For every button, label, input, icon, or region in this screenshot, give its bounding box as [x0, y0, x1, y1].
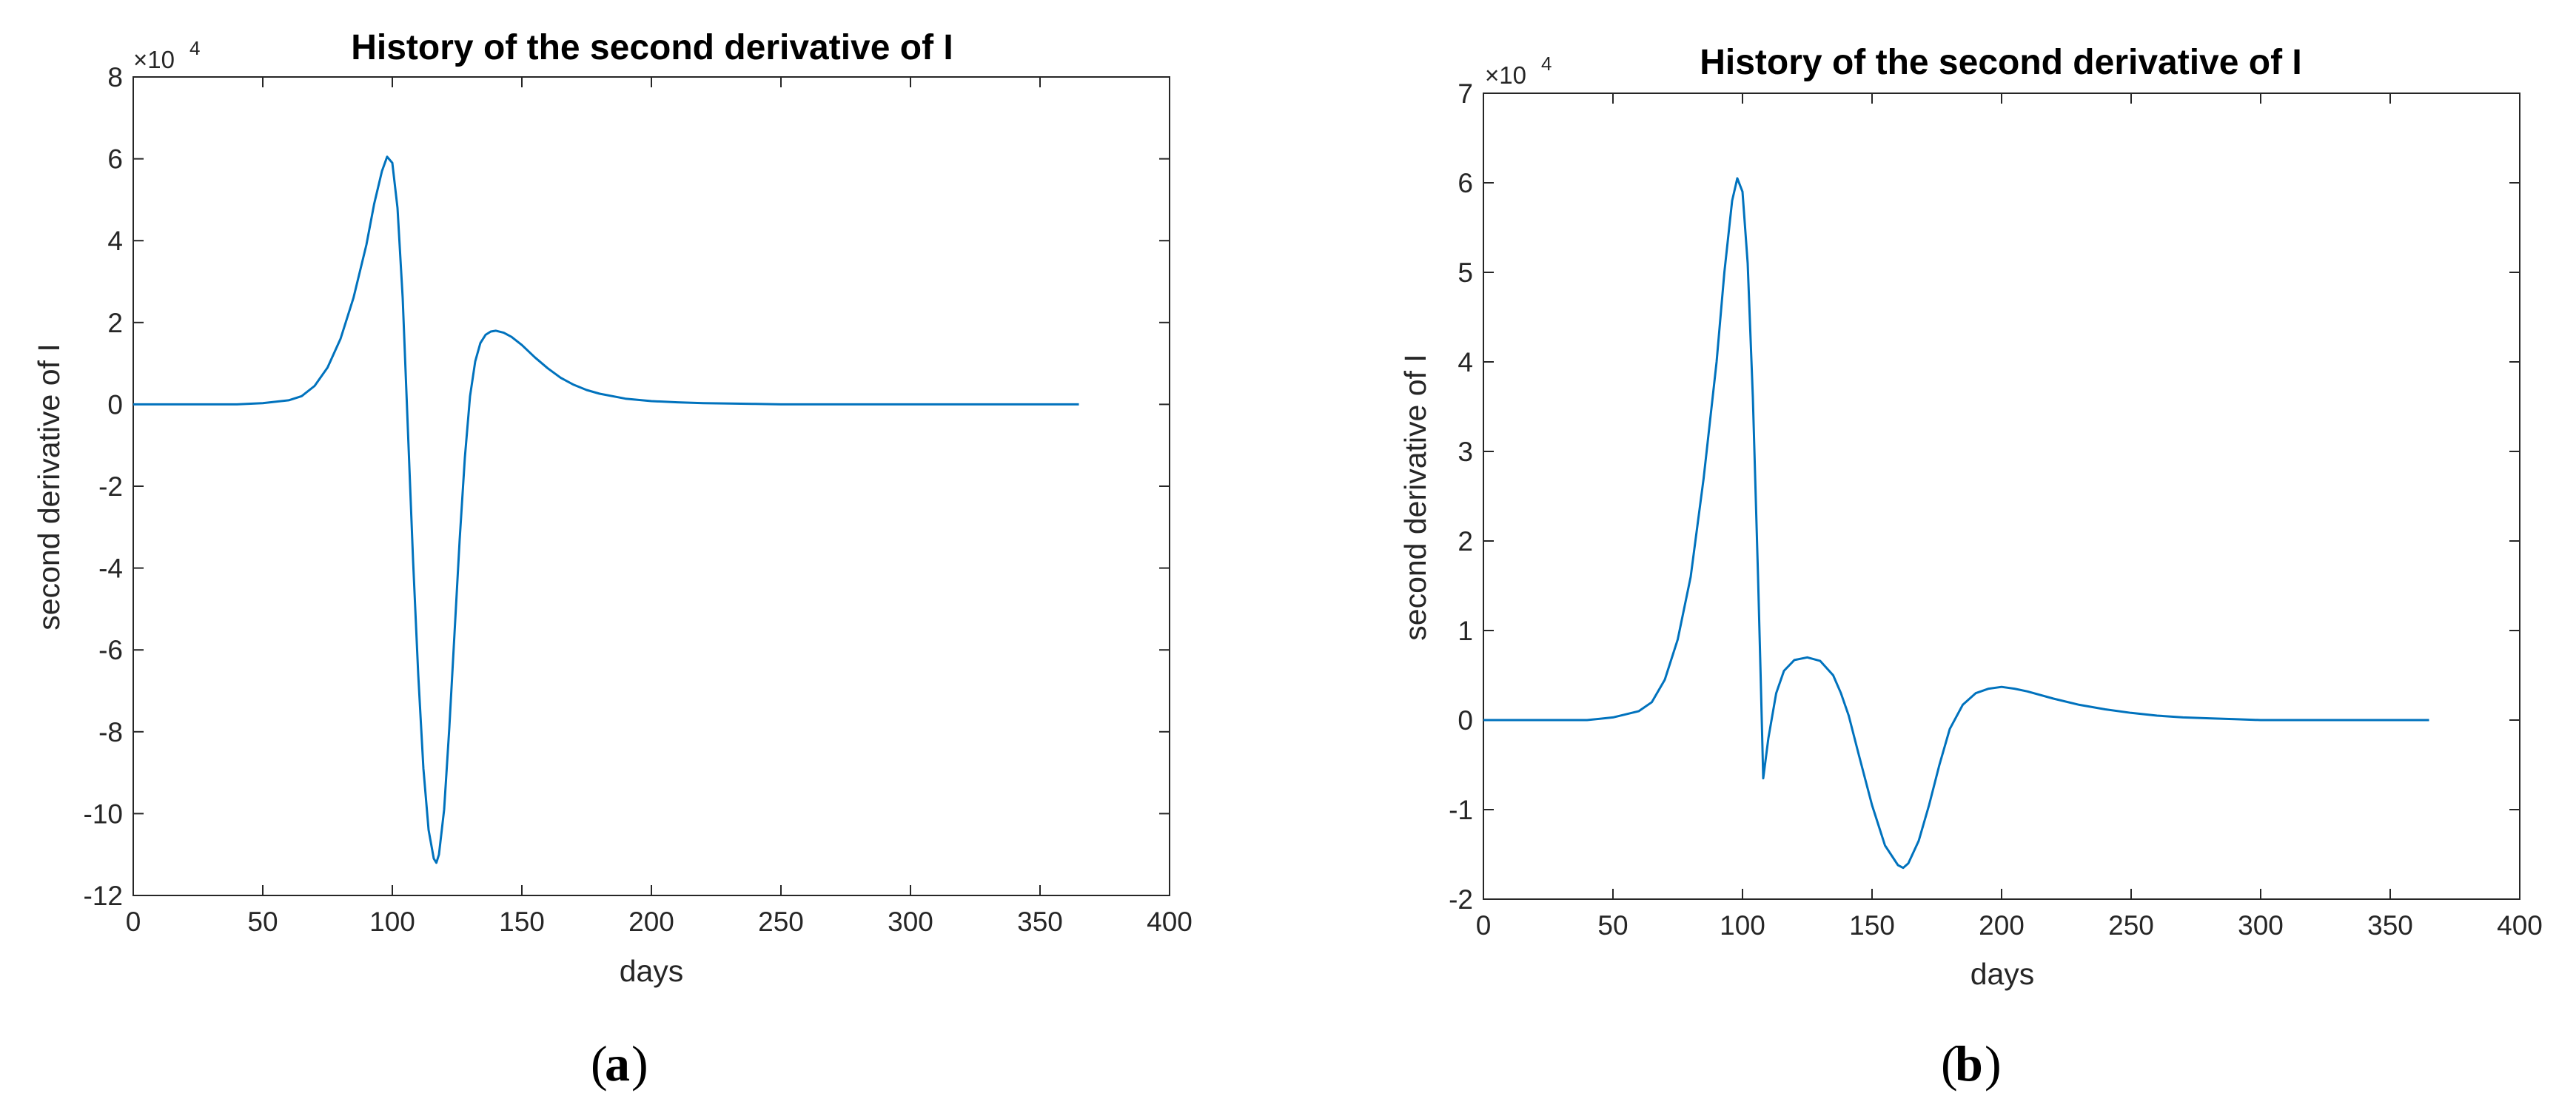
chart-b-y-label: second derivative of I: [1398, 354, 1432, 640]
chart-panel-a: History of the second derivative of I ×1…: [32, 28, 1193, 1092]
chart-a-x-tick-label: 50: [247, 907, 278, 937]
chart-a-y-tick-label: 6: [107, 144, 123, 175]
chart-a-y-tick-label: -12: [84, 881, 123, 911]
chart-b-y-tick-label: 4: [1458, 347, 1473, 377]
chart-b-x-tick-label: 50: [1597, 910, 1628, 941]
chart-b-title: History of the second derivative of I: [1700, 43, 2302, 82]
chart-b-x-tick-label: 0: [1476, 910, 1492, 941]
chart-a-y-exponent-power: 4: [189, 37, 200, 59]
chart-b-panel-label: ( b ): [1941, 1035, 2002, 1092]
chart-b-y-tick-label: 6: [1458, 168, 1473, 198]
chart-panel-b: History of the second derivative of I ×1…: [1398, 43, 2543, 1092]
chart-a-panel-open: (: [591, 1035, 608, 1092]
chart-a-y-exponent-base: ×10: [133, 46, 175, 73]
chart-b-y-exponent-power: 4: [1541, 53, 1552, 75]
chart-b-y-tick-label: 0: [1458, 705, 1473, 736]
chart-b-y-exponent-base: ×10: [1485, 61, 1526, 89]
chart-b-x-tick-label: 300: [2238, 910, 2284, 941]
chart-b-y-tick-label: -2: [1449, 884, 1473, 915]
chart-b-x-label: days: [1970, 957, 2035, 991]
chart-a-x-tick-label: 400: [1147, 907, 1193, 937]
chart-a-series-line: [133, 155, 1079, 864]
chart-a-panel-letter: a: [605, 1035, 630, 1092]
chart-b-y-tick-label: 3: [1458, 437, 1473, 467]
chart-b-panel-open: (: [1941, 1035, 1958, 1092]
chart-b-y-exponent: ×10 4: [1485, 53, 1552, 89]
chart-a-panel-label: ( a ): [591, 1035, 648, 1092]
chart-b-x-tick-label: 250: [2108, 910, 2154, 941]
chart-a-x-tick-label: 250: [758, 907, 804, 937]
chart-b-y-tick-label: 1: [1458, 616, 1473, 646]
chart-a-title: History of the second derivative of I: [351, 28, 953, 67]
chart-a-x-tick-label: 0: [126, 907, 141, 937]
chart-b-x-tick-label: 150: [1849, 910, 1895, 941]
chart-a-x-tick-label: 150: [499, 907, 545, 937]
chart-b-series-line: [1483, 177, 2429, 870]
chart-a-x-tick-label: 200: [628, 907, 674, 937]
chart-a-x-tick-label: 350: [1017, 907, 1063, 937]
chart-a-y-tick-label: -6: [98, 635, 123, 665]
chart-b-y-tick-label: 2: [1458, 526, 1473, 557]
chart-a-y-tick-label: -10: [84, 799, 123, 829]
chart-b-y-tick-label: 7: [1458, 78, 1473, 109]
chart-a-y-tick-label: -8: [98, 717, 123, 747]
chart-b-x-tick-label: 100: [1720, 910, 1765, 941]
chart-a-x-label: days: [620, 954, 684, 988]
chart-a-panel-close: ): [631, 1035, 648, 1092]
chart-a-y-tick-label: 4: [107, 226, 123, 256]
chart-b-panel-letter: b: [1955, 1035, 1983, 1092]
chart-a-y-tick-label: 0: [107, 389, 123, 420]
chart-b-y-tick-label: -1: [1449, 795, 1473, 825]
chart-b-x-tick-label: 400: [2497, 910, 2543, 941]
chart-a-y-label: second derivative of I: [32, 343, 66, 630]
chart-b-panel-close: ): [1985, 1035, 2002, 1092]
chart-b-y-tick-label: 5: [1458, 258, 1473, 288]
chart-a-x-tick-label: 300: [888, 907, 933, 937]
chart-a-y-tick-label: 2: [107, 308, 123, 338]
chart-b-x-tick-label: 200: [1979, 910, 2025, 941]
chart-a-y-tick-label: 8: [107, 62, 123, 93]
chart-b-x-tick-label: 350: [2367, 910, 2413, 941]
chart-a-x-tick-label: 100: [369, 907, 415, 937]
chart-a-y-exponent: ×10 4: [133, 37, 200, 73]
chart-a-y-tick-label: -4: [98, 554, 123, 584]
chart-a-ticks: 0 50 100 150 200 250 300 350 400 -12 -10 -8 -6 -4 -2 0 2…: [84, 62, 1193, 937]
chart-a-y-tick-label: -2: [98, 471, 123, 502]
